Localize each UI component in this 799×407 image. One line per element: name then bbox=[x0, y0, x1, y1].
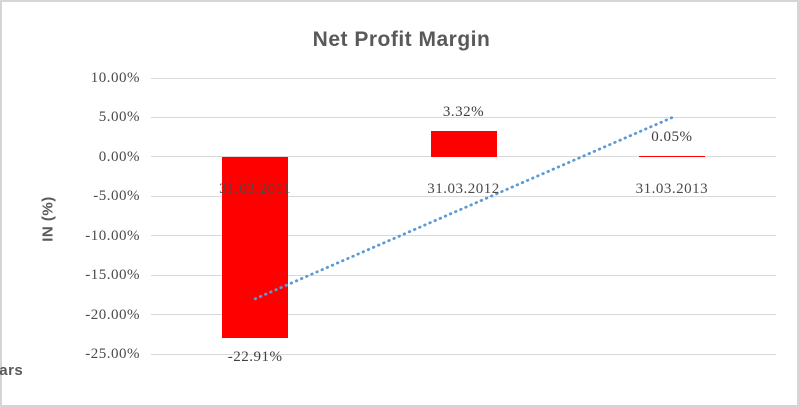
y-tick-label: -15.00% bbox=[85, 267, 140, 284]
y-tick-label: -20.00% bbox=[85, 306, 140, 323]
gridline bbox=[151, 314, 776, 316]
data-label: 3.32% bbox=[442, 103, 485, 120]
category-label: 31.03.2011 bbox=[219, 181, 292, 197]
y-tick-label: -5.00% bbox=[93, 188, 140, 205]
bar-31.03.2012 bbox=[430, 130, 497, 157]
gridline bbox=[151, 77, 776, 79]
data-label: -22.91% bbox=[227, 348, 283, 365]
y-tick-label: -25.00% bbox=[85, 346, 140, 362]
data-label: 0.05% bbox=[651, 129, 693, 146]
y-tick-label: 5.00% bbox=[98, 109, 140, 126]
category-label: 31.03.2013 bbox=[635, 181, 709, 197]
gridline bbox=[151, 353, 776, 355]
x-axis-title: Years bbox=[0, 362, 24, 379]
y-tick-label: -10.00% bbox=[85, 227, 140, 244]
chart-title: Net Profit Margin bbox=[312, 28, 491, 51]
y-tick-label: 10.00% bbox=[90, 70, 140, 86]
y-tick-label: 0.00% bbox=[98, 148, 140, 165]
category-label: 31.03.2012 bbox=[427, 181, 500, 197]
